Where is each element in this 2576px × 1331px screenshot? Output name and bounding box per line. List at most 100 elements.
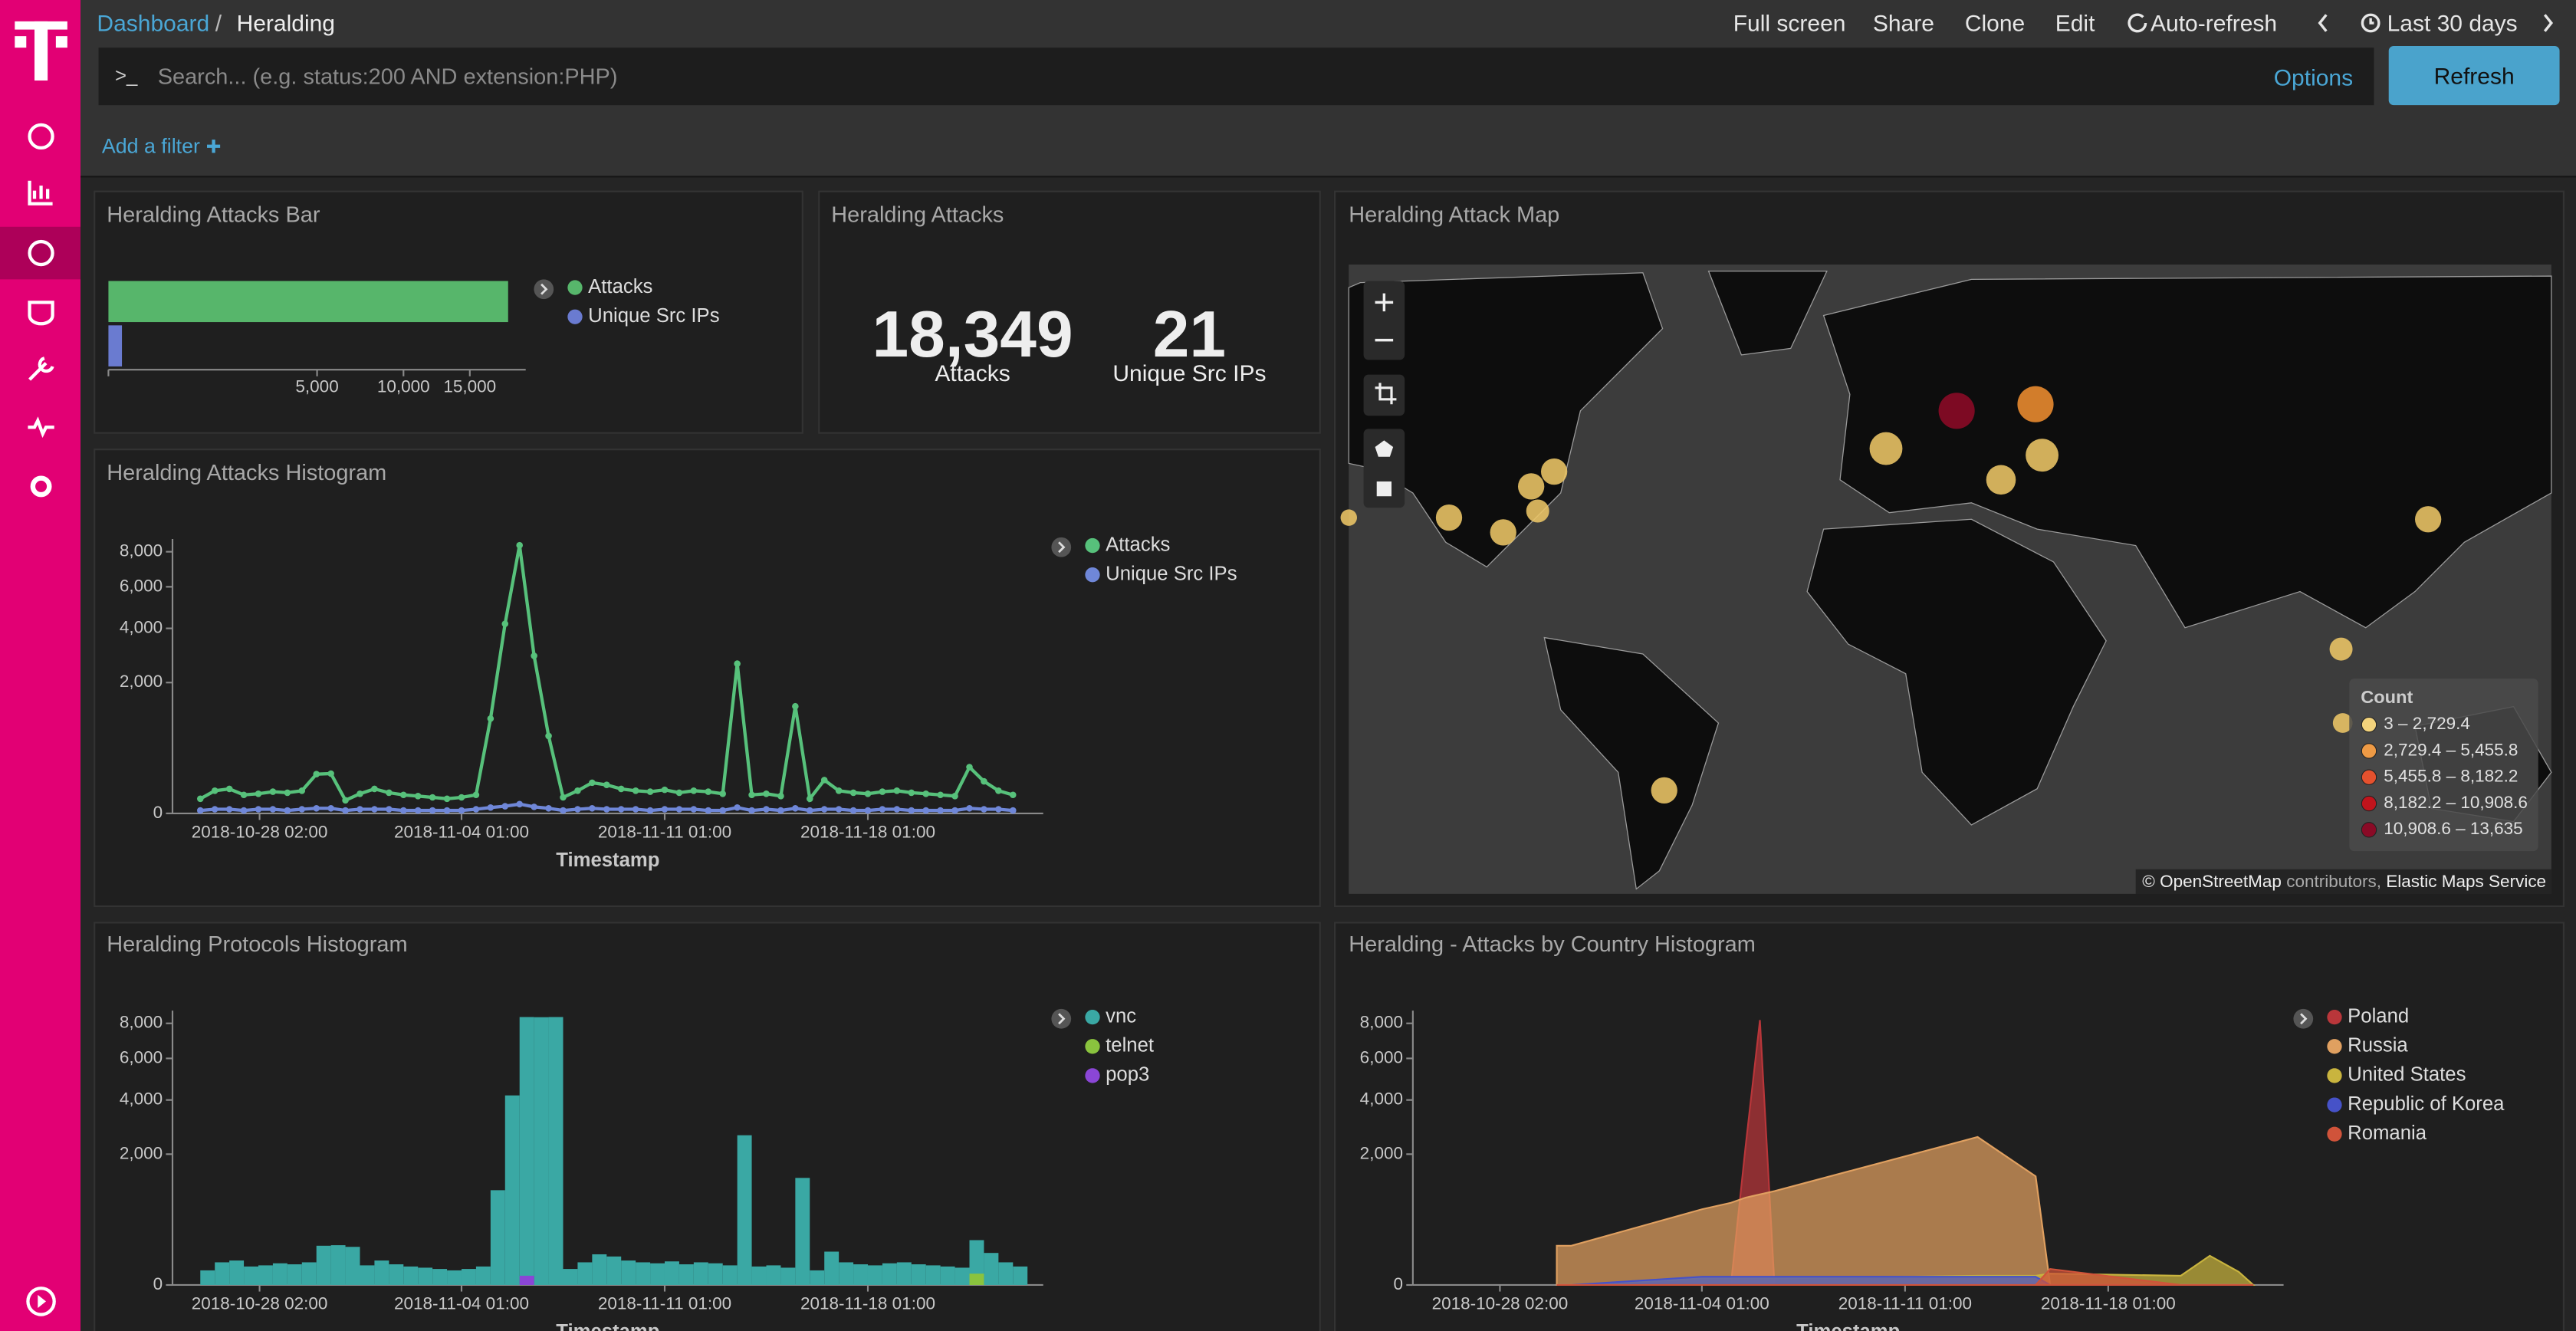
- discover-icon[interactable]: [28, 123, 54, 150]
- point: [371, 785, 378, 793]
- map-bubble[interactable]: [2332, 713, 2353, 733]
- map-legend-label: 5,455.8 – 8,182.2: [2384, 767, 2518, 786]
- menu-item[interactable]: Last 30 days: [2387, 9, 2518, 37]
- refresh-button[interactable]: Refresh: [2388, 46, 2560, 106]
- map-bubble[interactable]: [1540, 458, 1568, 485]
- legend-toggle[interactable]: [2293, 1008, 2314, 1029]
- point: [835, 806, 843, 813]
- search-prompt: >_: [115, 64, 138, 87]
- y-tick-label: 0: [153, 803, 163, 822]
- point: [516, 541, 523, 549]
- panel-title: Heralding Attacks: [831, 202, 1004, 227]
- monitoring-icon[interactable]: [28, 416, 54, 439]
- map-bubble[interactable]: [1490, 519, 1516, 546]
- legend-label[interactable]: Unique Src IPs: [1106, 563, 1237, 584]
- bar: [592, 1254, 607, 1285]
- bar: [955, 1267, 970, 1285]
- legend-label[interactable]: pop3: [1106, 1064, 1149, 1086]
- menu-item[interactable]: Share: [1872, 9, 1934, 37]
- point: [487, 715, 495, 722]
- add-filter-icon[interactable]: [205, 138, 222, 154]
- map-bubble[interactable]: [2026, 439, 2058, 472]
- menu-item[interactable]: Clone: [1964, 9, 2026, 37]
- point: [356, 790, 363, 797]
- map-bubble[interactable]: [1435, 504, 1463, 531]
- search-placeholder[interactable]: Search... (e.g. status:200 AND extension…: [157, 64, 618, 89]
- options-button[interactable]: Options: [2273, 64, 2354, 90]
- collapse-icon[interactable]: [26, 1287, 56, 1316]
- point: [298, 787, 306, 794]
- point: [879, 806, 886, 813]
- point: [646, 807, 654, 814]
- map-bubble[interactable]: [1986, 465, 2016, 495]
- legend-label[interactable]: Attacks: [1106, 534, 1170, 555]
- bar: [1013, 1266, 1028, 1285]
- point: [864, 790, 872, 797]
- logo[interactable]: [15, 21, 67, 81]
- bar: [418, 1267, 433, 1285]
- prev-icon[interactable]: [2318, 14, 2328, 32]
- map-legend-label: 8,182.2 – 10,908.6: [2384, 793, 2528, 812]
- bar: [940, 1266, 955, 1285]
- timelion-icon[interactable]: [28, 301, 54, 326]
- y-tick-label: 6,000: [120, 1047, 163, 1066]
- map-bubble[interactable]: [1526, 499, 1549, 523]
- draw-control[interactable]: [1363, 429, 1405, 508]
- legend-label[interactable]: Republic of Korea: [2348, 1093, 2505, 1115]
- point: [574, 806, 581, 813]
- legend-label[interactable]: Russia: [2348, 1035, 2408, 1057]
- legend-label[interactable]: vnc: [1106, 1005, 1136, 1027]
- zoom-control[interactable]: [1363, 281, 1405, 360]
- refresh-icon[interactable]: [2128, 13, 2147, 33]
- point: [560, 807, 567, 814]
- bar: [678, 1264, 694, 1285]
- breadcrumb[interactable]: Dashboard: [97, 9, 210, 37]
- metric-label: Unique Src IPs: [1112, 361, 1266, 386]
- bar: [287, 1264, 302, 1285]
- point: [342, 797, 349, 804]
- legend-label[interactable]: Unique Src IPs: [588, 305, 719, 327]
- map-bubble[interactable]: [1340, 509, 1357, 526]
- point: [545, 732, 552, 740]
- attribution-link[interactable]: Elastic Maps Service: [2386, 872, 2546, 891]
- search-bar[interactable]: [98, 48, 2374, 106]
- map-bubble[interactable]: [1651, 777, 1677, 804]
- point: [777, 793, 784, 800]
- point: [864, 807, 872, 814]
- legend-label[interactable]: Romania: [2348, 1122, 2427, 1144]
- point: [617, 806, 625, 813]
- dashboard-icon[interactable]: [28, 239, 54, 267]
- legend-label[interactable]: United States: [2348, 1064, 2466, 1086]
- map-legend: [2349, 679, 2538, 852]
- management-icon[interactable]: [30, 475, 52, 498]
- map-bubble[interactable]: [1869, 432, 1903, 465]
- next-icon[interactable]: [2543, 14, 2554, 32]
- legend-toggle[interactable]: [1051, 537, 1072, 557]
- map-bubble[interactable]: [1517, 473, 1545, 500]
- fit-control[interactable]: [1363, 374, 1405, 416]
- point: [255, 806, 262, 813]
- legend-toggle[interactable]: [534, 279, 554, 300]
- land: [1806, 518, 2107, 826]
- devtools-icon[interactable]: [28, 357, 54, 381]
- map-bubble[interactable]: [2017, 386, 2054, 422]
- legend-label[interactable]: telnet: [1106, 1035, 1154, 1057]
- map-bubble[interactable]: [2415, 506, 2442, 533]
- legend-label[interactable]: Poland: [2348, 1005, 2409, 1027]
- menu-item[interactable]: Auto-refresh: [2150, 9, 2278, 37]
- legend-toggle[interactable]: [1051, 1008, 1072, 1029]
- point: [386, 789, 393, 797]
- map-bubble[interactable]: [2329, 637, 2353, 661]
- bar: [447, 1270, 462, 1285]
- menu-item[interactable]: Full screen: [1733, 9, 1846, 37]
- add-filter[interactable]: Add a filter: [101, 134, 200, 158]
- point: [675, 789, 683, 797]
- point: [371, 806, 378, 813]
- attribution-link[interactable]: © OpenStreetMap: [2142, 872, 2282, 891]
- visualize-icon[interactable]: [28, 180, 53, 205]
- legend-label[interactable]: Attacks: [588, 276, 652, 297]
- point: [240, 791, 248, 799]
- point: [603, 806, 610, 813]
- menu-item[interactable]: Edit: [2055, 9, 2095, 37]
- map-bubble[interactable]: [1938, 393, 1975, 429]
